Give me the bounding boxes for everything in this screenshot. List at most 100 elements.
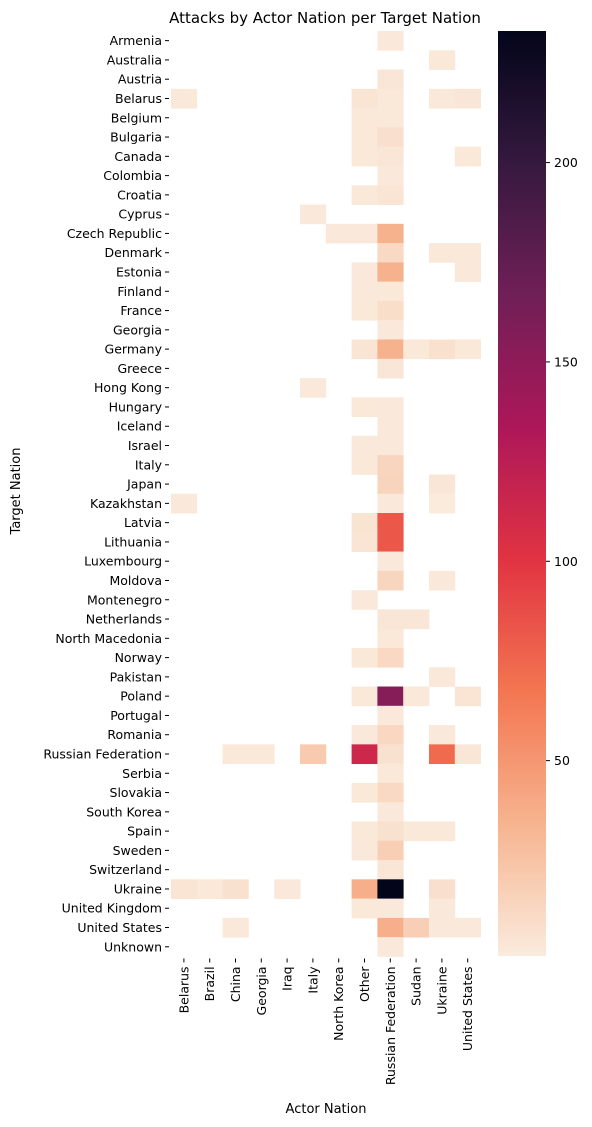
x-tick-label: Brazil xyxy=(202,966,217,1001)
heatmap-cell xyxy=(377,647,404,668)
heatmap-cell xyxy=(171,493,198,514)
heatmap-cell xyxy=(454,339,481,360)
y-tick-label: Georgia xyxy=(113,322,162,337)
heatmap-cell xyxy=(351,744,378,765)
heatmap-cell xyxy=(377,108,404,128)
heatmap-cell xyxy=(351,146,378,167)
y-tick-label: Croatia xyxy=(117,187,162,202)
heatmap-cell xyxy=(351,281,378,302)
chart-title: Attacks by Actor Nation per Target Natio… xyxy=(169,9,481,27)
heatmap-cell xyxy=(377,570,404,591)
y-tick-label: Austria xyxy=(118,72,162,87)
y-tick-label: Sweden xyxy=(113,843,162,858)
heatmap-cell xyxy=(274,879,301,899)
heatmap-cell xyxy=(429,667,456,687)
heatmap-cell xyxy=(377,223,404,244)
heatmap-cell xyxy=(351,127,378,148)
heatmap-cell xyxy=(351,686,378,707)
y-tick-label: Unknown xyxy=(104,939,162,954)
heatmap-cell xyxy=(377,763,404,784)
y-tick-label: Colombia xyxy=(103,168,162,183)
heatmap-cell xyxy=(351,185,378,205)
heatmap-cell xyxy=(454,146,481,167)
y-tick-label: Japan xyxy=(126,477,162,492)
heatmap-cell xyxy=(429,725,456,745)
x-tick-label: Other xyxy=(357,966,372,1002)
heatmap-cell xyxy=(377,725,404,745)
heatmap-cell xyxy=(377,300,404,321)
x-axis-ticks: Belarus Brazil China Georgia Iraq Italy North … xyxy=(176,958,475,1085)
heatmap-cell xyxy=(429,88,456,109)
heatmap-cell xyxy=(351,513,378,533)
x-tick-label: Ukraine xyxy=(434,966,449,1015)
heatmap-cell xyxy=(429,50,456,70)
heatmap-cell xyxy=(351,88,378,109)
heatmap-cell xyxy=(351,397,378,417)
heatmap-cell xyxy=(377,551,404,572)
heatmap-cell xyxy=(429,898,456,919)
heatmap-cell xyxy=(351,879,378,899)
y-tick-label: Norway xyxy=(115,650,163,665)
heatmap-cell xyxy=(351,821,378,842)
heatmap-cell xyxy=(377,31,404,51)
y-tick-label: Moldova xyxy=(109,573,162,588)
y-tick-label: North Macedonia xyxy=(55,631,162,646)
heatmap-cell xyxy=(351,782,378,803)
heatmap-cell xyxy=(454,744,481,765)
y-tick-label: Montenegro xyxy=(87,592,162,607)
colorbar-tick-label: 50 xyxy=(554,753,570,768)
heatmap-cell xyxy=(248,744,275,765)
y-tick-label: Israel xyxy=(128,438,162,453)
heatmap-cell xyxy=(377,88,404,109)
y-tick-label: Denmark xyxy=(105,245,163,260)
y-tick-label: Switzerland xyxy=(89,862,162,877)
x-tick-label: United States xyxy=(460,966,475,1051)
heatmap-cell xyxy=(377,127,404,148)
heatmap-cell xyxy=(377,243,404,263)
y-tick-label: South Korea xyxy=(86,804,162,819)
heatmap-cell xyxy=(377,281,404,302)
y-tick-label: Czech Republic xyxy=(67,226,162,241)
y-tick-label: Spain xyxy=(127,824,162,839)
heatmap-cell xyxy=(403,339,430,360)
y-tick-label: United States xyxy=(77,920,162,935)
heatmap-cell xyxy=(377,474,404,495)
heatmap-cell xyxy=(377,705,404,726)
y-tick-label: Poland xyxy=(120,689,162,704)
colorbar-tick-label: 200 xyxy=(554,155,578,170)
y-tick-label: Serbia xyxy=(122,766,162,781)
heatmap-cell xyxy=(377,165,404,186)
y-tick-label: Romania xyxy=(107,727,162,742)
heatmap-cell xyxy=(403,917,430,938)
heatmap-cell xyxy=(377,146,404,167)
y-tick-label: Hong Kong xyxy=(94,380,162,395)
heatmap-cell xyxy=(454,686,481,707)
heatmap-cell xyxy=(429,879,456,899)
y-tick-label: Canada xyxy=(114,149,162,164)
heatmap-cell xyxy=(351,840,378,861)
heatmap-cell xyxy=(300,378,327,398)
heatmap-cell xyxy=(377,69,404,90)
y-tick-label: Greece xyxy=(118,361,163,376)
heatmap-cell xyxy=(377,609,404,630)
heatmap-cell xyxy=(351,435,378,456)
heatmap-cells xyxy=(171,31,481,957)
heatmap-cell xyxy=(351,223,378,244)
heatmap-cell xyxy=(351,300,378,321)
x-tick-label: Sudan xyxy=(409,966,424,1005)
heatmap-cell xyxy=(377,513,404,533)
y-tick-label: Germany xyxy=(105,342,163,357)
heatmap-cell xyxy=(171,88,198,109)
heatmap-cell xyxy=(351,647,378,668)
heatmap-cell xyxy=(377,339,404,360)
heatmap-cell xyxy=(403,821,430,842)
heatmap-cell xyxy=(429,474,456,495)
y-tick-label: Estonia xyxy=(116,265,162,280)
heatmap-cell xyxy=(377,532,404,552)
heatmap-cell xyxy=(377,937,404,957)
x-tick-label: Italy xyxy=(305,966,320,994)
heatmap-cell xyxy=(351,898,378,919)
heatmap-cell xyxy=(377,493,404,514)
x-tick-label: Belarus xyxy=(176,966,191,1013)
heatmap-cell xyxy=(403,609,430,630)
